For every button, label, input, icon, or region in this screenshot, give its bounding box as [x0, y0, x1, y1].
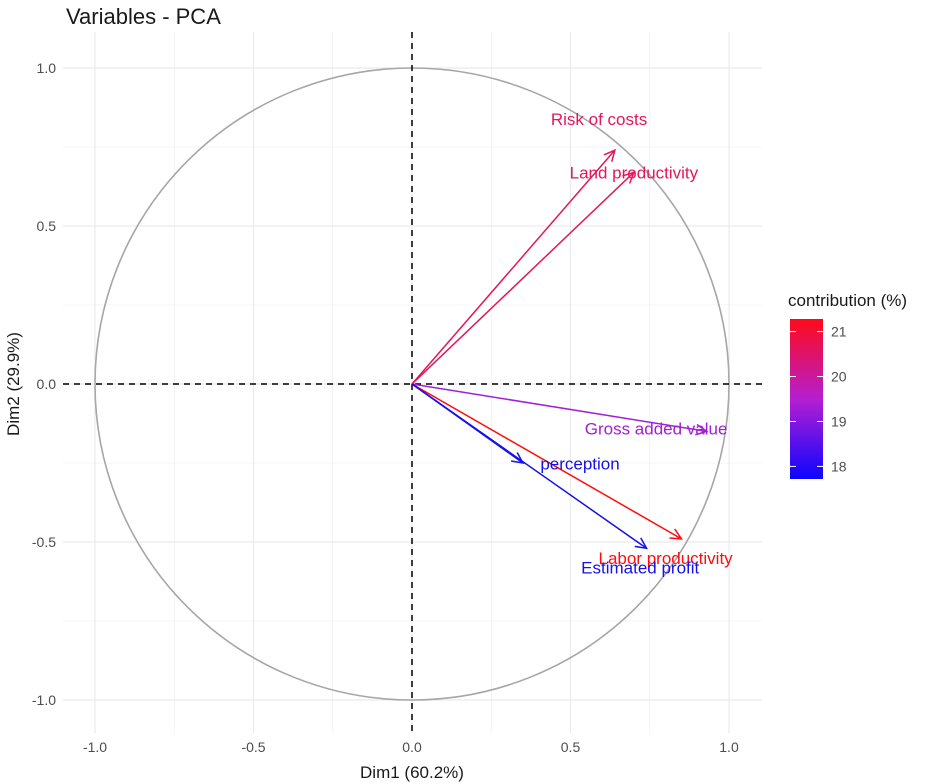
variable-arrow-line	[411, 383, 648, 549]
y-axis-title: Dim2 (29.9%)	[4, 332, 23, 436]
x-tick-label: -1.0	[83, 739, 107, 755]
variable-arrow-line	[411, 171, 635, 385]
x-tick-label: 0.0	[402, 739, 422, 755]
variable-label: Risk of costs	[551, 110, 647, 129]
variable-arrow-head	[510, 452, 525, 465]
variable-arrow-head	[634, 537, 648, 550]
x-tick-label: 1.0	[719, 739, 739, 755]
variable-arrows: Risk of costs Land productivity Gross adde…	[411, 110, 734, 578]
legend-tick-label: 19	[831, 413, 847, 429]
variable-label: Labor productivity	[599, 549, 734, 568]
x-tick-label: 0.5	[561, 739, 581, 755]
x-axis-title: Dim1 (60.2%)	[360, 763, 464, 782]
chart-title: Variables - PCA	[66, 4, 221, 29]
variable-label: Land productivity	[570, 164, 699, 183]
variable-label: Gross added value	[585, 420, 728, 439]
variable-arrow-head	[695, 423, 709, 436]
y-tick-label: -0.5	[32, 534, 56, 550]
variable-label: perception	[540, 454, 619, 473]
tick-labels: -1.0 -0.5 0.0 0.5 1.0 -1.0 -0.5 0.0 0.5 1.0	[32, 60, 739, 755]
legend-tick-label: 18	[831, 458, 847, 474]
zero-axes	[63, 32, 762, 733]
legend: contribution (%) 18 19 20 21	[788, 291, 907, 479]
x-tick-label: -0.5	[241, 739, 265, 755]
variable-arrow-line	[411, 149, 616, 385]
legend-colorbar	[790, 319, 823, 479]
variable-arrow-head	[603, 148, 617, 162]
legend-title: contribution (%)	[788, 291, 907, 310]
y-tick-label: -1.0	[32, 692, 56, 708]
legend-tick-label: 21	[831, 324, 847, 340]
y-tick-label: 0.0	[37, 376, 57, 392]
variable-arrow-line	[411, 383, 707, 433]
legend-tick-label: 20	[831, 369, 847, 385]
variable-arrow-head	[669, 528, 683, 540]
variable-arrow-head	[622, 171, 636, 184]
y-tick-label: 0.5	[37, 218, 57, 234]
y-tick-label: 1.0	[37, 60, 57, 76]
variable-arrow-line	[411, 383, 682, 540]
variable-label: Estimated profit	[581, 559, 699, 578]
